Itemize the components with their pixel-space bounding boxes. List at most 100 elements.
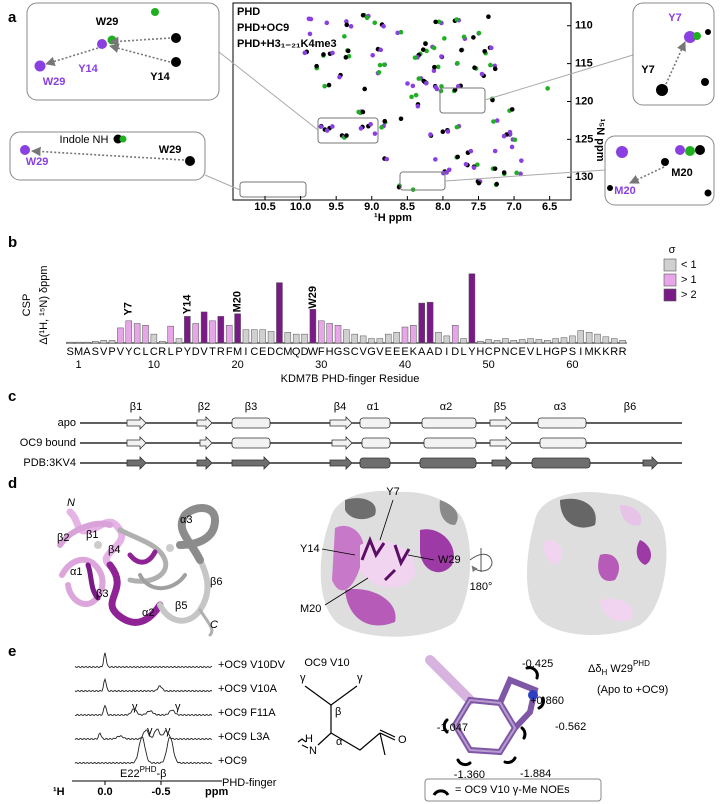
- strand: [231, 456, 271, 470]
- peak: [468, 148, 474, 154]
- residue-letter: R: [217, 346, 225, 358]
- helix: [539, 437, 587, 449]
- legend-entry: PHD+OC9: [237, 22, 289, 34]
- x-tick-label: 9.5: [329, 201, 344, 213]
- peak: [616, 146, 628, 158]
- x-tick-label: 8.0: [435, 201, 450, 213]
- legend-title: σ: [669, 244, 676, 256]
- peak-label: M20: [614, 185, 635, 197]
- residue-letter: Y: [125, 346, 133, 358]
- panel-e: +OC9 V10DV +OC9 V10A +OC9 F11A +OC9 L3A …: [53, 652, 668, 802]
- peak: [514, 170, 519, 176]
- peak: [463, 161, 469, 167]
- legend-swatch: [663, 288, 677, 302]
- peak: [151, 8, 159, 16]
- peak: [420, 47, 426, 52]
- residue-letter: K: [602, 346, 610, 358]
- shift-title: ΔδH W29PHD: [588, 659, 650, 677]
- residue-letter: V: [200, 346, 208, 358]
- peak: [471, 35, 476, 40]
- connector: [218, 51, 319, 131]
- peak: [381, 24, 386, 29]
- residue-letter: F: [226, 346, 233, 358]
- shift-value: -0.562: [555, 721, 586, 733]
- y-tick-label: 130: [575, 171, 593, 183]
- bar: [451, 325, 459, 344]
- peak-label: W29: [96, 16, 119, 28]
- y-axis-label: CSP: [21, 294, 33, 317]
- peak: [446, 167, 452, 173]
- peak: [405, 81, 410, 86]
- w29-sidechain: [425, 655, 545, 767]
- element-label: β1: [130, 401, 142, 413]
- panel-label: c: [8, 388, 16, 405]
- bar: [251, 329, 258, 344]
- x-tick-label: 10.0: [290, 201, 311, 213]
- residue-letter: D: [434, 346, 442, 358]
- peak-label: Y7: [668, 12, 681, 24]
- peak: [377, 62, 383, 68]
- residue-letter: G: [367, 346, 376, 358]
- legend-entry: PHD: [237, 6, 260, 18]
- x-tick-label: 7.5: [471, 201, 486, 213]
- peak: [372, 20, 378, 26]
- bar: [175, 338, 183, 344]
- peak: [471, 165, 477, 170]
- peak: [360, 109, 366, 115]
- peak: [693, 32, 701, 40]
- peak: [685, 146, 695, 156]
- peak: [368, 121, 373, 127]
- atom-label: β: [335, 706, 341, 718]
- legend-text: = OC9 V10 γ-Me NOEs: [455, 784, 570, 796]
- bar: [301, 333, 308, 344]
- legend-swatch: [663, 273, 677, 287]
- peak: [384, 156, 390, 162]
- residue-letter: G: [551, 346, 560, 358]
- residue-letter: I: [445, 346, 448, 358]
- peak: [476, 30, 482, 36]
- x-tick-label: 50: [483, 359, 495, 371]
- peak: [492, 166, 498, 171]
- residue-letter: L: [536, 346, 542, 358]
- peak: [432, 64, 437, 70]
- strand: [199, 436, 213, 450]
- peak: [518, 171, 523, 177]
- peak: [409, 94, 414, 100]
- peak: [436, 19, 442, 25]
- residue-letter: P: [175, 346, 182, 358]
- peak: [20, 145, 30, 155]
- peak: [455, 84, 461, 89]
- peak: [398, 29, 404, 35]
- peak-label: W29: [43, 76, 66, 88]
- bar: [577, 330, 585, 344]
- panel-label: d: [8, 475, 17, 492]
- residue-letter: C: [510, 346, 518, 358]
- shift-value: -1.884: [520, 768, 551, 780]
- bar: [477, 340, 484, 344]
- panel-b: CSP Δ(¹H, ¹⁵N) δppm KDM7B PHD-finger Res…: [21, 244, 697, 385]
- peak: [459, 47, 464, 53]
- peak: [362, 86, 367, 92]
- bar: [75, 341, 82, 344]
- peak: [438, 88, 444, 94]
- residue-letter: S: [92, 346, 99, 358]
- bar: [234, 313, 241, 344]
- peak-label: W29: [159, 144, 182, 156]
- x-axis-label: KDM7B PHD-finger Residue: [281, 373, 420, 385]
- residue-letter: K: [594, 346, 602, 358]
- row-label: apo: [58, 417, 76, 429]
- bar: [92, 340, 99, 344]
- legend-swatch: [663, 258, 677, 272]
- surface-front: [320, 490, 471, 637]
- element-label: β3: [245, 401, 257, 413]
- residue-letter: I: [244, 346, 247, 358]
- residue-letter: E: [518, 346, 525, 358]
- peak: [452, 87, 458, 93]
- peak: [379, 125, 384, 130]
- peak: [413, 92, 419, 98]
- helix: [231, 437, 271, 449]
- strand: [196, 456, 213, 470]
- peak: [490, 97, 495, 103]
- bar: [225, 325, 233, 344]
- peak: [455, 154, 460, 160]
